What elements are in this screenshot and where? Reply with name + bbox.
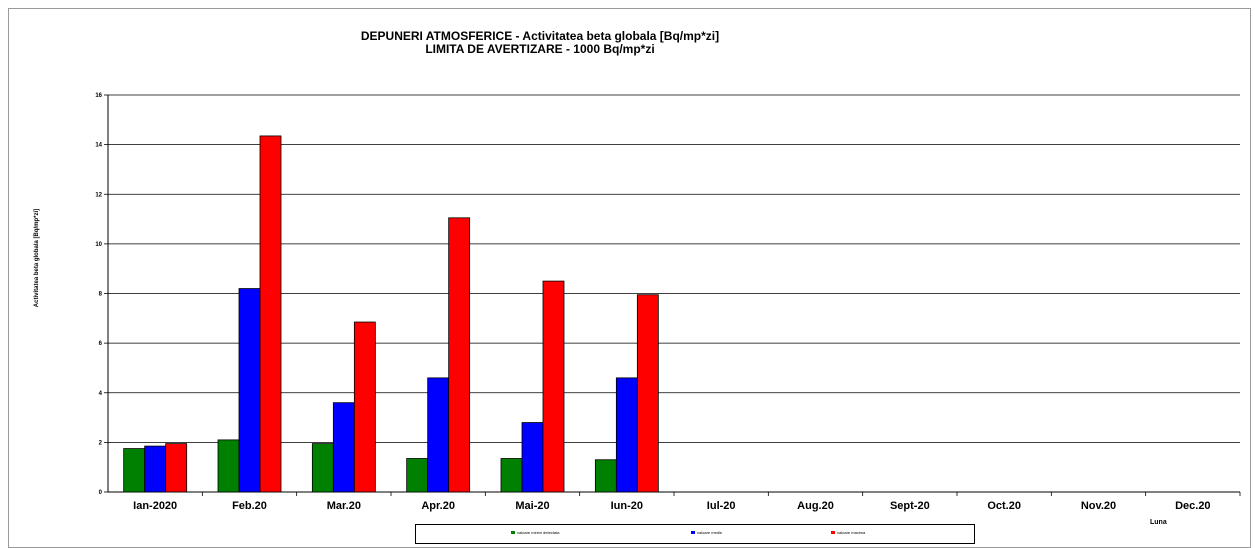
y-tick-label: 6 [99,341,103,347]
x-tick-label: Dec.20 [1175,500,1210,512]
legend-swatch [691,531,695,534]
bar [353,321,376,493]
legend-label: valoare maxima [837,530,866,535]
bar-chart: 0 2 4 6 8 10 12 14 16 Ian-2020 Feb.20 Mar.20 Apr.20 M… [95,93,1241,512]
x-tick-label: Iun-20 [611,500,643,512]
bar [332,402,355,493]
bar [521,422,544,493]
bar [427,377,450,493]
x-tick-label: Mai-20 [515,500,549,512]
legend-swatch [511,531,515,534]
y-tick-label: 2 [99,440,103,446]
legend-item: valoare maxima [831,530,865,535]
x-tick-label: Oct.20 [987,500,1021,512]
legend-label: valoare medie [697,530,723,535]
legend-item: valoare minim detectata [511,530,559,535]
bar [406,458,429,493]
chart-title-line-1: DEPUNERI ATMOSFERICE - Activitatea beta … [360,29,720,43]
bar [615,377,638,493]
x-tick-label: Ian-2020 [133,500,177,512]
y-tick-label: 0 [99,490,103,496]
bar [594,459,617,493]
x-tick-label: Apr.20 [421,500,455,512]
bar [542,280,565,493]
legend-label: valoare minim detectata [517,530,560,535]
chart-title-line-2: LIMITA DE AVERTIZARE - 1000 Bq/mp*zi [425,42,655,56]
x-tick-label: Aug.20 [797,500,834,512]
y-tick-label: 8 [99,292,103,298]
y-tick-label: 10 [95,242,102,248]
x-tick-label: Mar.20 [327,500,361,512]
y-tick-label: 14 [95,143,102,149]
x-tick-label: Sept-20 [890,500,930,512]
legend-item: valoare medie [691,530,722,535]
x-tick-label: Iul-20 [707,500,736,512]
bar [259,135,282,493]
chart-title: DEPUNERI ATMOSFERICE - Activitatea beta … [255,30,825,56]
bar [636,294,659,493]
bar [238,288,261,493]
legend-swatch [831,531,835,534]
bar [448,217,471,493]
bar [144,445,167,493]
y-tick-label: 4 [99,391,103,397]
bar [500,458,523,493]
x-tick-label: Feb.20 [232,500,267,512]
bar [165,443,188,493]
y-tick-label: 16 [95,93,102,99]
y-tick-label: 12 [95,192,102,198]
bar [217,439,240,493]
bar [311,443,334,493]
legend: valoare minim detectata valoare medie valo… [415,524,975,544]
x-tick-label: Nov.20 [1081,500,1116,512]
bar [123,448,146,493]
x-axis-label: Luna [1150,519,1167,526]
